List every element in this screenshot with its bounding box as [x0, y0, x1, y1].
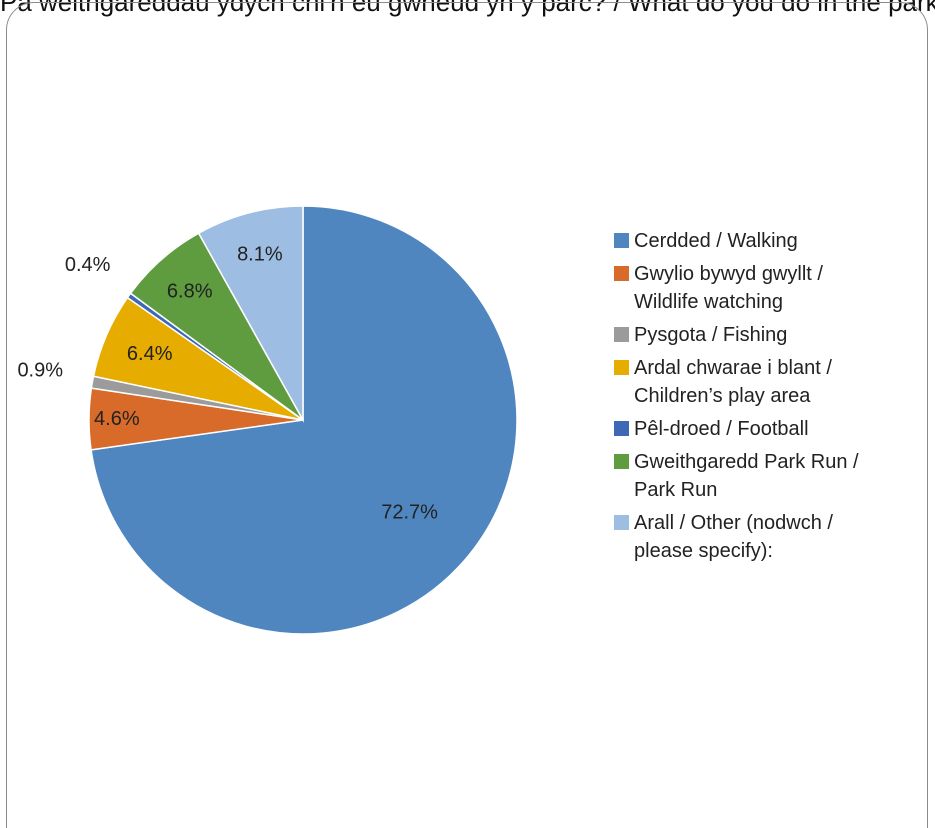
chart-legend: Cerdded / Walking Gwylio bywyd gwyllt / W… — [614, 227, 924, 570]
legend-item-football: Pêl-droed / Football — [614, 415, 924, 443]
legend-label: Pêl-droed / Football — [634, 415, 809, 443]
chart-frame — [6, 2, 928, 828]
pie-slice-walking — [90, 205, 518, 635]
legend-label: Gweithgaredd Park Run / Park Run — [634, 448, 859, 504]
legend-label-line: Cerdded / Walking — [634, 230, 798, 252]
legend-item-play-area: Ardal chwarae i blant / Children’s play a… — [614, 354, 924, 410]
legend-label: Cerdded / Walking — [634, 227, 798, 255]
legend-label: Ardal chwarae i blant / Children’s play a… — [634, 354, 832, 410]
pie-data-labels: 72.7% 4.6% 0.9% 6.4% 0.4% 6.8% 8.1% — [17, 243, 438, 523]
data-label-play-area: 6.4% — [127, 343, 173, 365]
legend-swatch-football — [614, 421, 629, 436]
data-label-walking: 72.7% — [381, 502, 438, 524]
legend-item-wildlife-watching: Gwylio bywyd gwyllt / Wildlife watching — [614, 260, 924, 316]
legend-label-line: Park Run — [634, 479, 718, 501]
legend-swatch-play-area — [614, 360, 629, 375]
legend-label: Arall / Other (nodwch / please specify): — [634, 509, 833, 565]
data-label-park-run: 6.8% — [167, 281, 213, 303]
legend-item-other: Arall / Other (nodwch / please specify): — [614, 509, 924, 565]
data-label-football: 0.4% — [65, 254, 111, 276]
legend-label: Pysgota / Fishing — [634, 321, 787, 349]
legend-label: Gwylio bywyd gwyllt / Wildlife watching — [634, 260, 823, 316]
legend-label-line: Pêl-droed / Football — [634, 418, 809, 440]
clipped-heading: Pa weithgareddau ydych chi'n eu gwneud y… — [0, 0, 935, 17]
legend-label-line: Pysgota / Fishing — [634, 324, 788, 346]
legend-swatch-other — [614, 515, 629, 530]
legend-swatch-walking — [614, 233, 629, 248]
legend-label-line: please specify): — [634, 540, 773, 562]
legend-item-walking: Cerdded / Walking — [614, 227, 924, 255]
legend-swatch-park-run — [614, 454, 629, 469]
legend-item-fishing: Pysgota / Fishing — [614, 321, 924, 349]
legend-label-line: Ardal chwarae i blant / — [634, 357, 832, 379]
legend-swatch-fishing — [614, 327, 629, 342]
pie-slice-other — [197, 205, 304, 423]
data-label-fishing: 0.9% — [17, 360, 63, 382]
pie-slices — [88, 205, 518, 635]
legend-label-line: Children’s play area — [634, 385, 811, 407]
legend-label-line: Gwylio bywyd gwyllt / — [634, 263, 823, 285]
legend-label-line: Gweithgaredd Park Run / — [634, 451, 859, 473]
legend-label-line: Wildlife watching — [634, 291, 783, 313]
legend-label-line: Arall / Other (nodwch / — [634, 512, 833, 534]
legend-swatch-wildlife-watching — [614, 266, 629, 281]
legend-item-park-run: Gweithgaredd Park Run / Park Run — [614, 448, 924, 504]
data-label-wildlife-watching: 4.6% — [94, 408, 140, 430]
data-label-other: 8.1% — [237, 243, 283, 265]
